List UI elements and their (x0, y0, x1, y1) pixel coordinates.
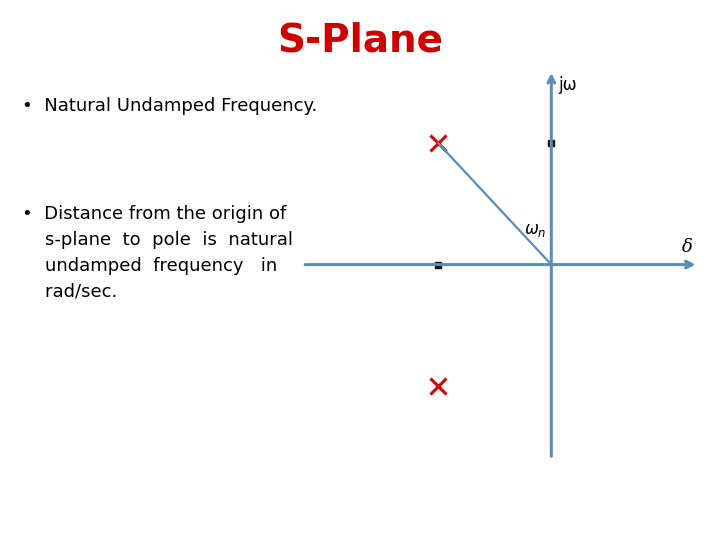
Text: $\omega_n$: $\omega_n$ (524, 221, 546, 239)
Text: δ: δ (682, 238, 693, 256)
Text: •  Natural Undamped Frequency.: • Natural Undamped Frequency. (22, 97, 317, 115)
Text: jω: jω (558, 76, 577, 94)
Text: •  Distance from the origin of
    s-plane  to  pole  is  natural
    undamped  : • Distance from the origin of s-plane to… (22, 205, 292, 300)
Text: S-Plane: S-Plane (277, 22, 443, 59)
